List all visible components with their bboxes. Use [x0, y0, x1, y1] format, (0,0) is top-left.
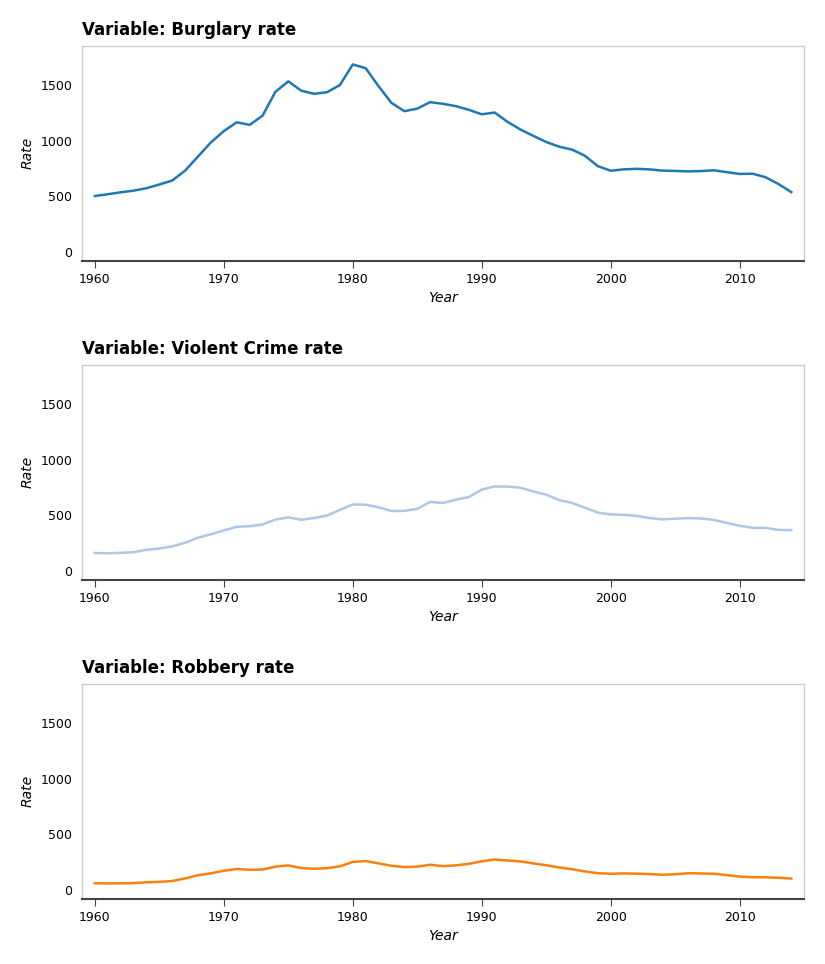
Y-axis label: Rate: Rate: [21, 137, 35, 170]
Y-axis label: Rate: Rate: [21, 775, 35, 808]
Text: Variable: Burglary rate: Variable: Burglary rate: [82, 21, 296, 39]
X-axis label: Year: Year: [428, 610, 458, 624]
X-axis label: Year: Year: [428, 291, 458, 306]
Y-axis label: Rate: Rate: [21, 456, 35, 489]
X-axis label: Year: Year: [428, 929, 458, 943]
Text: Variable: Violent Crime rate: Variable: Violent Crime rate: [82, 340, 343, 358]
Text: Variable: Robbery rate: Variable: Robbery rate: [82, 658, 295, 677]
